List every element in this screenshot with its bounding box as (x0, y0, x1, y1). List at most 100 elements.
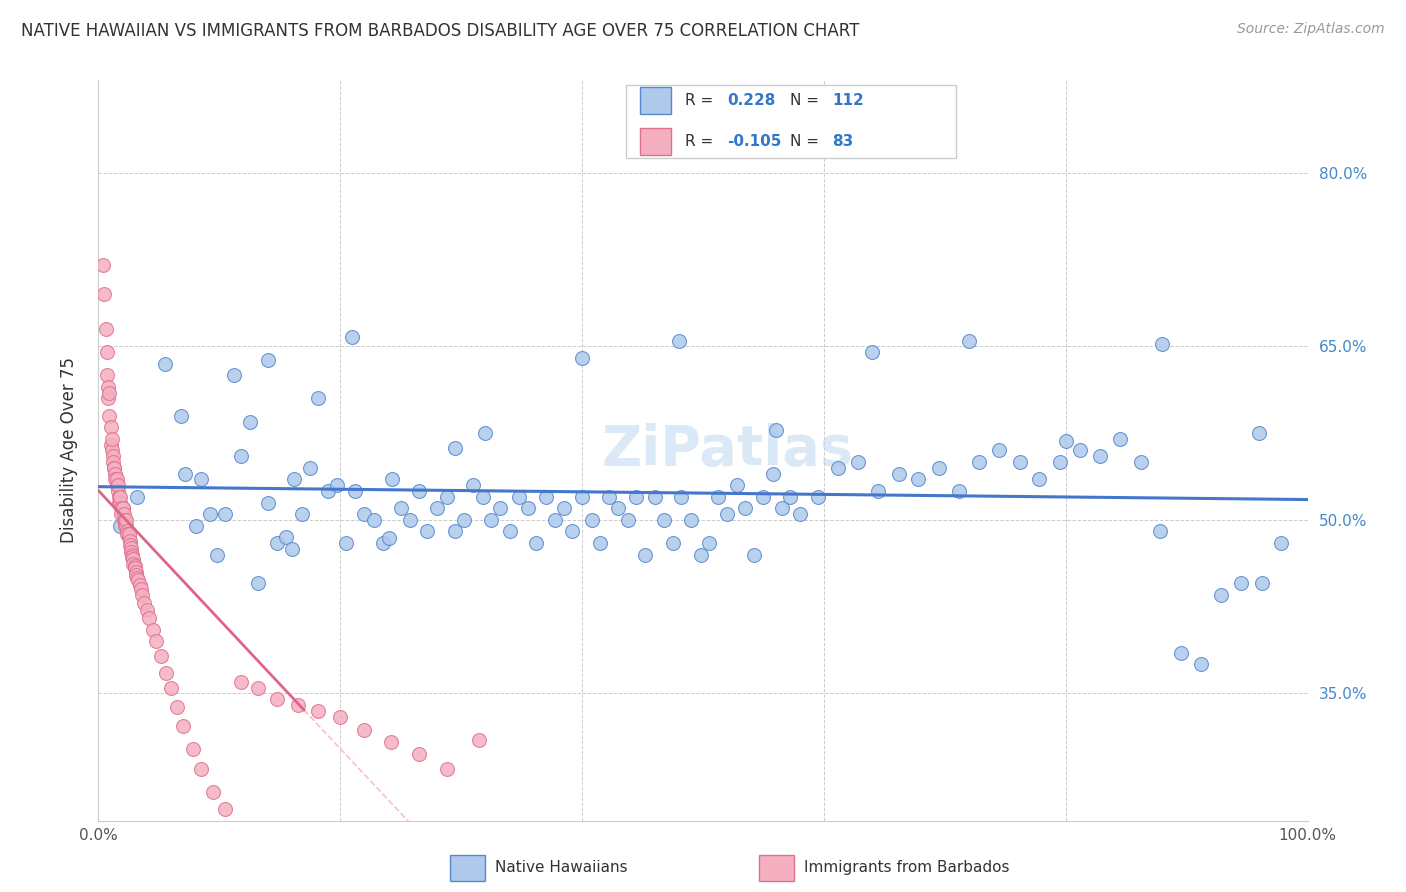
Point (1049, 455, 1071, 469)
Point (516, 501, 538, 516)
Point (689, 548, 711, 562)
Point (498, 524, 520, 539)
Point (481, 513, 503, 527)
Text: Source: ZipAtlas.com: Source: ZipAtlas.com (1237, 22, 1385, 37)
Point (153, 357, 176, 371)
Point (468, 732, 491, 747)
Point (299, 460, 322, 475)
Text: -0.105: -0.105 (727, 135, 782, 149)
Point (679, 513, 702, 527)
Point (807, 490, 830, 504)
Point (706, 490, 728, 504)
Point (104, 472, 127, 486)
Point (928, 460, 950, 475)
Point (115, 513, 138, 527)
Point (108, 495, 131, 509)
Point (779, 490, 801, 504)
Point (100, 438, 122, 452)
Point (110, 507, 132, 521)
Point (98, 409, 121, 423)
Point (111, 501, 134, 516)
Point (202, 785, 225, 799)
Point (589, 536, 612, 550)
Point (142, 623, 165, 637)
Point (827, 460, 849, 475)
Point (988, 443, 1011, 458)
Point (96, 345, 118, 359)
Point (134, 596, 156, 610)
Point (1069, 443, 1091, 458)
Point (668, 334, 690, 348)
Point (1250, 576, 1272, 591)
Point (110, 501, 132, 516)
Point (1270, 536, 1292, 550)
Point (380, 735, 402, 749)
Point (100, 420, 122, 434)
Point (94, 322, 117, 336)
Point (98, 385, 121, 400)
Point (117, 524, 139, 539)
Point (283, 472, 305, 486)
Point (247, 681, 270, 695)
Point (846, 455, 869, 469)
Point (617, 513, 640, 527)
Point (104, 467, 127, 481)
Point (115, 518, 138, 533)
Point (108, 490, 131, 504)
Point (108, 518, 131, 533)
Point (742, 548, 765, 562)
Point (198, 507, 221, 521)
Point (652, 513, 675, 527)
Point (436, 762, 458, 776)
Point (125, 568, 148, 582)
Point (100, 443, 122, 458)
Point (1189, 657, 1212, 672)
Point (887, 467, 910, 481)
Point (1230, 576, 1253, 591)
Point (316, 483, 339, 498)
Point (789, 507, 811, 521)
Point (1152, 337, 1174, 351)
Point (266, 692, 288, 706)
Point (571, 351, 593, 365)
Point (121, 549, 143, 564)
Point (661, 536, 683, 550)
Point (957, 334, 980, 348)
Point (634, 548, 657, 562)
Y-axis label: Disability Age Over 75: Disability Age Over 75 (59, 358, 77, 543)
Point (174, 467, 197, 481)
Point (444, 441, 467, 455)
Point (508, 490, 530, 504)
Point (716, 507, 738, 521)
Point (377, 532, 399, 546)
Point (107, 483, 129, 498)
Point (416, 524, 439, 539)
Point (155, 665, 177, 680)
Point (1209, 588, 1232, 602)
Point (145, 634, 167, 648)
Point (1109, 432, 1132, 446)
Point (186, 518, 208, 533)
Point (436, 490, 458, 504)
Point (93, 287, 115, 301)
Point (553, 501, 575, 516)
Point (222, 368, 245, 383)
Point (770, 501, 793, 516)
Point (107, 478, 129, 492)
Point (1008, 455, 1031, 469)
Point (381, 472, 404, 486)
Point (561, 524, 583, 539)
Point (399, 513, 422, 527)
Point (581, 513, 603, 527)
Point (544, 513, 567, 527)
Point (108, 495, 131, 509)
Point (105, 478, 128, 492)
Point (114, 518, 136, 533)
Point (266, 536, 288, 550)
Point (697, 536, 720, 550)
Point (363, 513, 385, 527)
Point (1054, 434, 1077, 449)
Point (725, 478, 748, 492)
Point (598, 490, 620, 504)
Point (127, 573, 149, 587)
